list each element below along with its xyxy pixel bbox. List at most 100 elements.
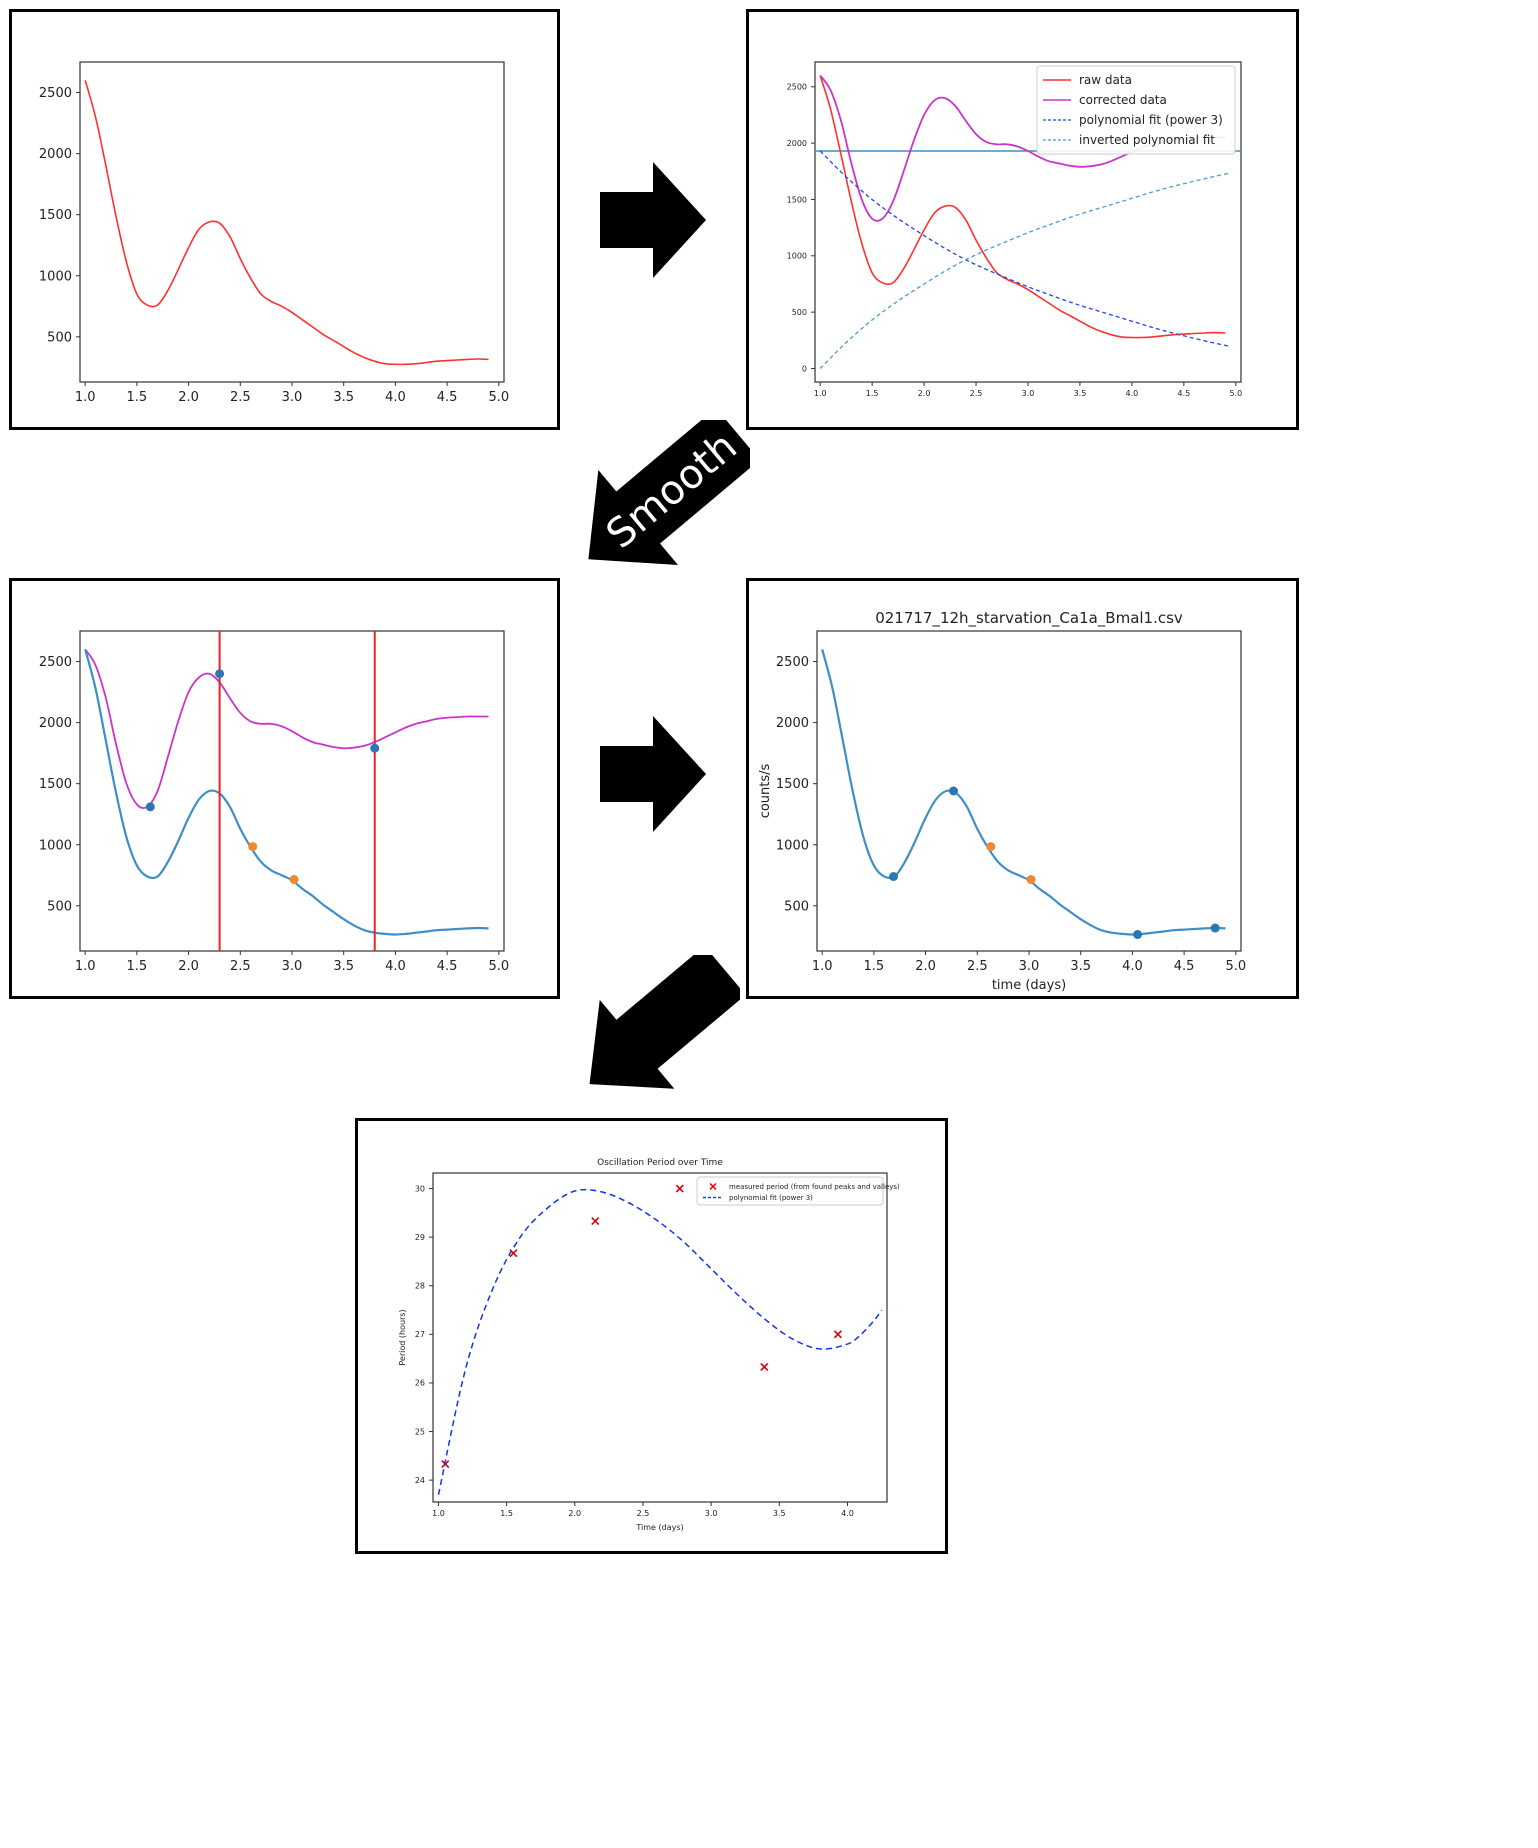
x-tick-label: 3.0 (1019, 959, 1040, 974)
series-line-raw (819, 75, 1226, 339)
y-tick-label: 1000 (776, 838, 809, 853)
y-tick-label: 1000 (39, 269, 72, 284)
chart-raw: 1.0 1.5 2.0 2.5 3.0 3.5 4.0 4.5 5.0 500 1000 1500 20… (39, 61, 509, 405)
plot-frame (816, 630, 1242, 952)
chart-corrected: 1.0 1.5 2.0 2.5 3.0 3.5 4.0 4.5 5.0 0 500 1000 1500 2… (787, 61, 1242, 398)
peak-marker (1133, 930, 1143, 940)
x-tick-label: 3.5 (333, 959, 354, 974)
panel-raw: 1.0 1.5 2.0 2.5 3.0 3.5 4.0 4.5 5.0 500 1000 1500 20… (9, 9, 560, 430)
x-tick-label: 1.5 (500, 1509, 513, 1518)
panel-corrected: 1.0 1.5 2.0 2.5 3.0 3.5 4.0 4.5 5.0 0 500 1000 1500 2… (746, 9, 1299, 430)
y-tick-label: 1000 (39, 838, 72, 853)
y-tick-label: 500 (47, 899, 72, 914)
y-tick-label: 29 (415, 1233, 425, 1242)
x-tick-label: 2.5 (637, 1509, 650, 1518)
y-tick-label: 2500 (39, 655, 72, 670)
x-tick-label: 3.5 (1070, 959, 1091, 974)
x-tick-label: 2.5 (230, 959, 251, 974)
y-tick-label: 2000 (39, 147, 72, 162)
inflection-marker (986, 842, 996, 852)
x-tick-label: 2.0 (568, 1509, 581, 1518)
x-tick-label: 2.5 (970, 389, 983, 398)
legend-label: raw data (1079, 73, 1132, 87)
x-tick-label: 4.0 (1126, 389, 1139, 398)
peak-marker (215, 669, 225, 679)
peak-marker (889, 871, 899, 881)
legend-box (696, 1176, 884, 1206)
x-tick-label: 3.5 (773, 1509, 786, 1518)
chart-period: 1.0 1.5 2.0 2.5 3.0 3.5 4.0 24 25 26 27 28 29 30 Oscil… (398, 1158, 900, 1532)
measured-period-point (591, 1217, 600, 1226)
x-tick-label: 2.0 (178, 959, 199, 974)
x-tick-label: 2.5 (967, 959, 988, 974)
x-tick-label: 3.0 (282, 390, 303, 405)
x-tick-label: 1.5 (127, 390, 148, 405)
plot-frame (79, 61, 505, 383)
y-tick-label: 26 (415, 1379, 425, 1388)
x-tick-label: 2.5 (230, 390, 251, 405)
chart-title: 021717_12h_starvation_Ca1a_Bmal1.csv (875, 609, 1183, 628)
y-tick-label: 1500 (39, 208, 72, 223)
x-tick-label: 1.0 (75, 959, 96, 974)
x-tick-label: 2.0 (918, 389, 931, 398)
peak-marker (370, 743, 380, 753)
x-tick-label: 5.0 (488, 390, 509, 405)
arrow-right-top-icon (600, 162, 706, 278)
plot-frame (79, 630, 505, 952)
x-tick-label: 4.0 (841, 1509, 854, 1518)
inflection-marker (289, 875, 299, 885)
y-tick-label: 500 (784, 899, 809, 914)
legend-box (1036, 65, 1236, 155)
legend-label: corrected data (1079, 93, 1167, 107)
measured-period-point (833, 1330, 842, 1339)
x-tick-label: 4.0 (1122, 959, 1143, 974)
x-tick-label: 1.5 (127, 959, 148, 974)
series-line-poly (819, 150, 1231, 348)
arrow-diagonal-bottom-icon (589, 955, 740, 1089)
arrow-smooth-diagonal-icon: Smooth (588, 420, 750, 565)
series-line-fit (437, 1188, 883, 1495)
x-axis-label: Time (days) (635, 1523, 683, 1532)
y-tick-label: 2000 (39, 716, 72, 731)
x-tick-label: 2.0 (178, 390, 199, 405)
arrow-right-middle-icon (600, 716, 706, 832)
y-tick-label: 2500 (787, 83, 807, 92)
x-tick-label: 4.5 (437, 959, 458, 974)
peak-marker (1210, 923, 1220, 933)
y-tick-label: 2000 (776, 716, 809, 731)
chart-title: Oscillation Period over Time (597, 1158, 723, 1168)
peak-marker (145, 802, 155, 812)
legend-label: polynomial fit (power 3) (1079, 113, 1223, 127)
x-tick-label: 3.5 (1074, 389, 1087, 398)
y-tick-label: 1500 (39, 777, 72, 792)
x-tick-label: 4.0 (385, 959, 406, 974)
panel-final: 1.0 1.5 2.0 2.5 3.0 3.5 4.0 4.5 5.0 500 1000 1500 20… (746, 578, 1299, 999)
series-line-smoothed (84, 649, 489, 936)
x-tick-label: 1.0 (432, 1509, 445, 1518)
legend-marker (709, 1182, 717, 1191)
x-tick-label: 5.0 (488, 959, 509, 974)
x-tick-label: 3.0 (705, 1509, 718, 1518)
x-tick-label: 4.0 (385, 390, 406, 405)
series-line-raw (84, 80, 489, 366)
y-tick-label: 500 (47, 330, 72, 345)
series-line-inverted (819, 172, 1231, 369)
chart-smoothed: 1.0 1.5 2.0 2.5 3.0 3.5 4.0 4.5 5.0 500 1000 1500 20… (39, 630, 509, 974)
y-tick-label: 25 (415, 1427, 425, 1436)
panel-period: 1.0 1.5 2.0 2.5 3.0 3.5 4.0 24 25 26 27 28 29 30 Oscil… (355, 1118, 948, 1554)
x-tick-label: 1.0 (814, 389, 827, 398)
y-tick-label: 1000 (787, 252, 807, 261)
y-tick-label: 500 (792, 308, 807, 317)
x-tick-label: 1.5 (864, 959, 885, 974)
chart-final: 1.0 1.5 2.0 2.5 3.0 3.5 4.0 4.5 5.0 500 1000 1500 20… (758, 609, 1246, 993)
panel-smoothed: 1.0 1.5 2.0 2.5 3.0 3.5 4.0 4.5 5.0 500 1000 1500 20… (9, 578, 560, 999)
x-tick-label: 3.0 (282, 959, 303, 974)
x-axis-label: time (days) (992, 978, 1066, 993)
x-tick-label: 4.5 (1177, 389, 1190, 398)
inflection-marker (1026, 875, 1036, 885)
x-tick-label: 1.0 (812, 959, 833, 974)
measured-period-point (760, 1362, 769, 1371)
legend-label: measured period (from found peaks and va… (729, 1183, 900, 1191)
plot-frame (432, 1172, 888, 1503)
legend-label: inverted polynomial fit (1079, 133, 1215, 147)
